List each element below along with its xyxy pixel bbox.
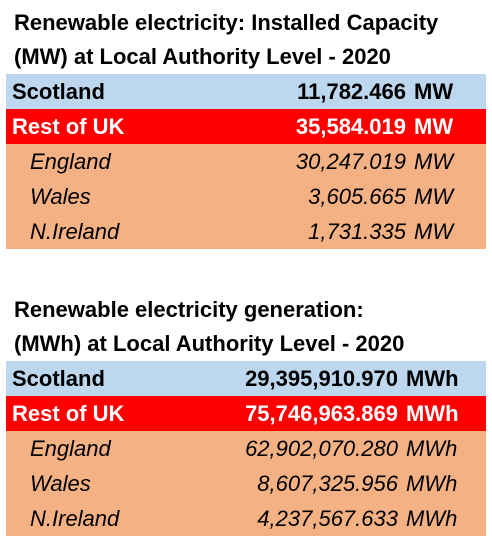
- row-value: 8,607,325.956: [257, 471, 398, 496]
- row-label: England: [30, 436, 111, 461]
- row-value: 4,237,567.633: [257, 506, 398, 531]
- generation-title-line1: Renewable electricity generation:: [14, 297, 364, 322]
- row-unit: MWh: [406, 506, 458, 531]
- row-value: 29,395,910.970: [245, 366, 398, 391]
- row-unit: MW: [414, 219, 454, 244]
- capacity-title-line1: Renewable electricity: Installed Capacit…: [14, 10, 439, 35]
- row-unit: MW: [414, 184, 454, 209]
- capacity-row-n-ireland: N.Ireland 1,731.335 MW: [6, 214, 486, 249]
- row-unit: MWh: [406, 436, 458, 461]
- row-value: 1,731.335: [308, 219, 406, 244]
- generation-row-n-ireland: N.Ireland 4,237,567.633 MWh: [6, 501, 486, 536]
- row-value: 35,584.019: [295, 114, 406, 139]
- row-label: Scotland: [12, 366, 105, 391]
- row-label: Scotland: [12, 79, 105, 104]
- row-value: 11,782.466: [297, 79, 406, 104]
- capacity-row-england: England 30,247.019 MW: [6, 144, 486, 179]
- row-unit: MWh: [406, 471, 458, 496]
- capacity-row-wales: Wales 3,605.665 MW: [6, 179, 486, 214]
- generation-row-england: England 62,902,070.280 MWh: [6, 431, 486, 466]
- row-value: 3,605.665: [308, 184, 406, 209]
- row-label: England: [30, 149, 111, 174]
- capacity-title-line2: (MW) at Local Authority Level - 2020: [14, 44, 391, 69]
- capacity-table: Renewable electricity: Installed Capacit…: [6, 6, 486, 249]
- row-label: Rest of UK: [12, 401, 125, 426]
- generation-table: Renewable electricity generation: (MWh) …: [6, 293, 486, 536]
- generation-row-wales: Wales 8,607,325.956 MWh: [6, 466, 486, 501]
- generation-row-rest-of-uk: Rest of UK 75,746,963.869 MWh: [6, 396, 486, 431]
- row-label: N.Ireland: [30, 219, 120, 244]
- row-unit: MWh: [406, 366, 459, 391]
- row-label: Wales: [30, 184, 91, 209]
- row-unit: MW: [414, 149, 454, 174]
- row-label: Wales: [30, 471, 91, 496]
- row-value: 75,746,963.869: [245, 401, 398, 426]
- generation-title-line2: (MWh) at Local Authority Level - 2020: [14, 331, 405, 356]
- row-value: 62,902,070.280: [245, 436, 398, 461]
- capacity-row-scotland: Scotland 11,782.466 MW: [6, 74, 486, 109]
- row-value: 30,247.019: [295, 149, 406, 174]
- capacity-row-rest-of-uk: Rest of UK 35,584.019 MW: [6, 109, 486, 144]
- generation-row-scotland: Scotland 29,395,910.970 MWh: [6, 361, 486, 396]
- row-label: N.Ireland: [30, 506, 120, 531]
- row-unit: MWh: [406, 401, 459, 426]
- row-unit: MW: [414, 114, 454, 139]
- row-unit: MW: [414, 79, 454, 104]
- row-label: Rest of UK: [12, 114, 125, 139]
